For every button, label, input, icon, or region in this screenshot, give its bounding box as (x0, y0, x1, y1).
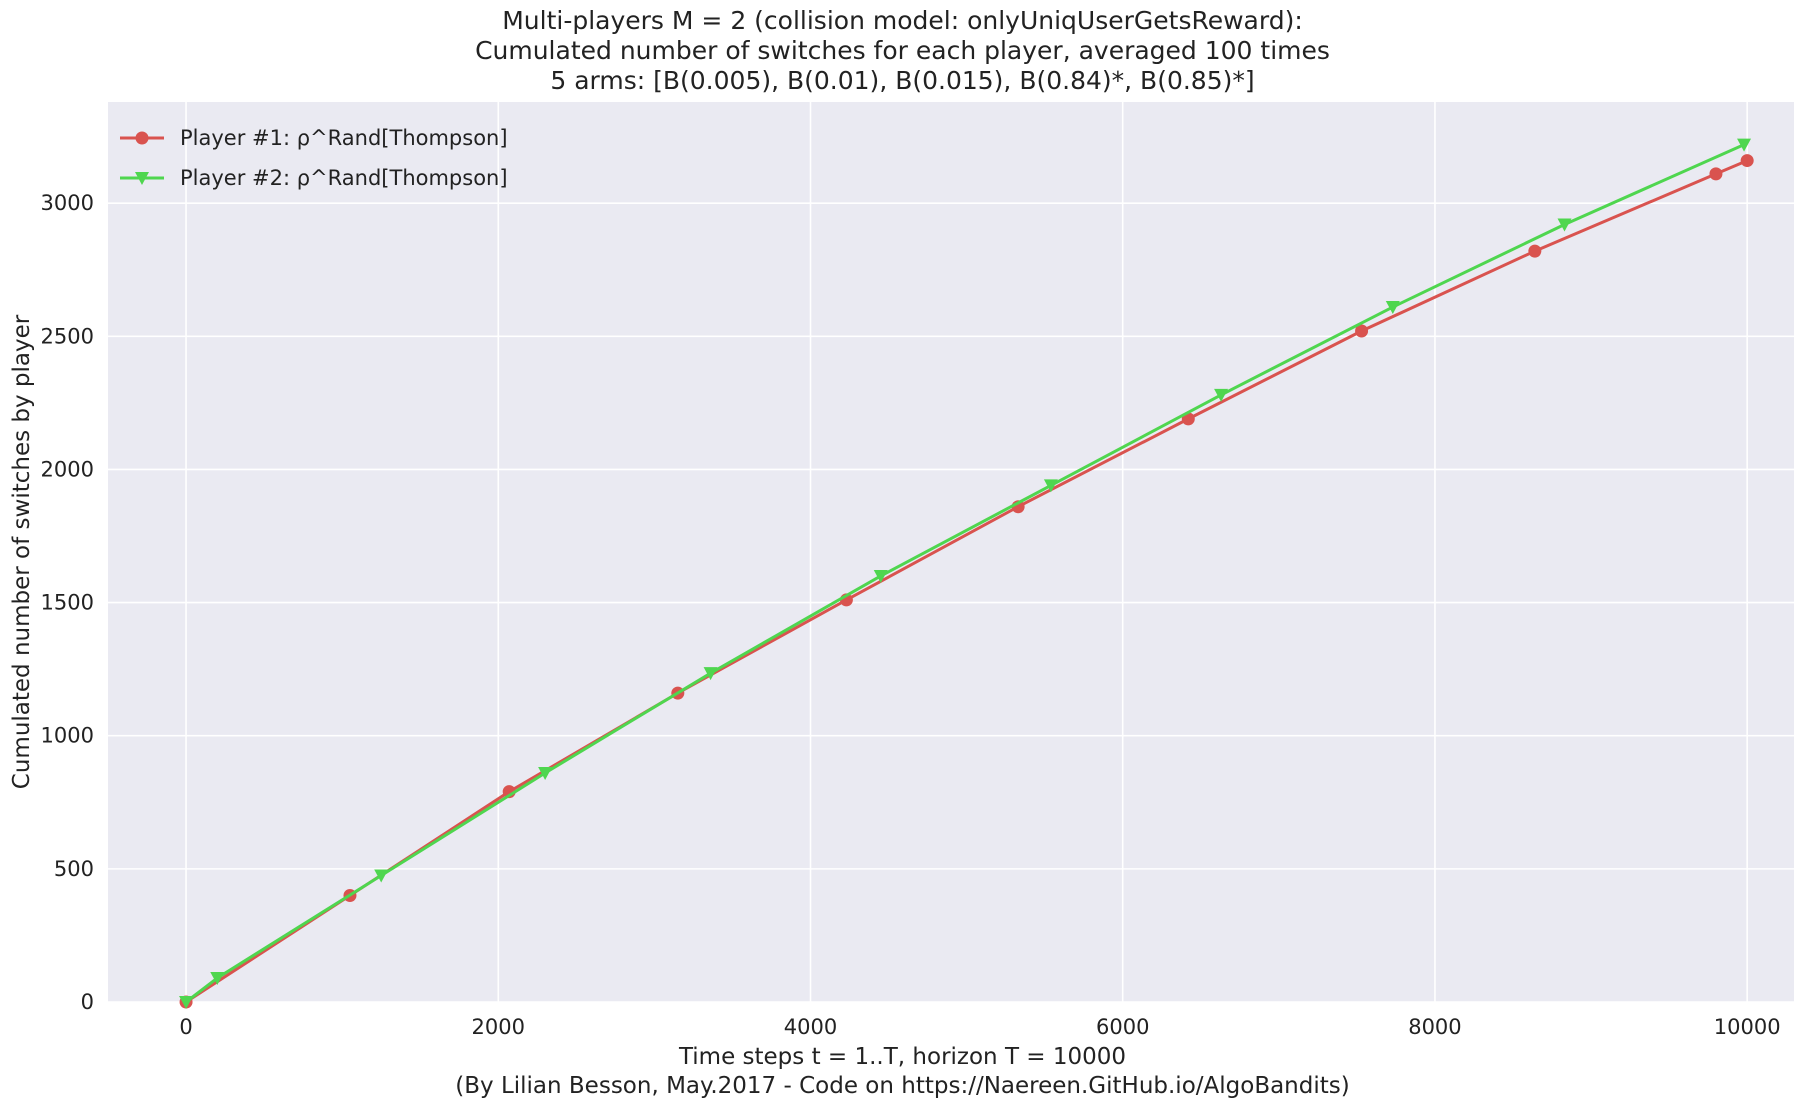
grid-lines (108, 102, 1794, 1003)
chart-title-line-2: Cumulated number of switches for each pl… (475, 36, 1330, 65)
y-tick-label: 500 (54, 857, 94, 881)
data-point (1355, 324, 1369, 338)
data-point (179, 996, 194, 1009)
legend: Player #1: ρ^Rand[Thompson] Player #2: ρ… (118, 118, 508, 198)
legend-marker (135, 172, 149, 185)
footer-credit: (By Lilian Besson, May.2017 - Code on ht… (455, 1073, 1350, 1099)
x-tick-label: 8000 (1408, 1015, 1461, 1039)
legend-label-player-2: Player #2: ρ^Rand[Thompson] (180, 166, 508, 190)
data-point (1740, 154, 1754, 168)
chart-title-line-3: 5 arms: [B(0.005), B(0.01), B(0.015), B(… (550, 66, 1255, 95)
data-point (538, 767, 553, 781)
x-tick-label: 2000 (472, 1015, 525, 1039)
data-point (1214, 388, 1229, 402)
x-tick-label: 4000 (784, 1015, 837, 1039)
data-point (873, 569, 888, 583)
chart-title-line-1: Multi-players M = 2 (collision model: on… (502, 6, 1303, 35)
y-tick-label: 0 (81, 990, 94, 1014)
legend-swatch-player-1 (120, 131, 164, 145)
y-tick-label: 1500 (41, 591, 94, 615)
legend-item-player-1: Player #1: ρ^Rand[Thompson] (118, 118, 508, 158)
data-point (374, 869, 389, 883)
data-point (1557, 218, 1572, 232)
data-point (1709, 167, 1723, 181)
legend-marker (135, 131, 149, 145)
legend-label-player-1: Player #1: ρ^Rand[Thompson] (180, 126, 508, 150)
y-axis-label: Cumulated number of switches by player (9, 314, 35, 790)
x-tick-label: 0 (179, 1015, 192, 1039)
data-point (703, 667, 718, 681)
x-axis-label: Time steps t = 1..T, horizon T = 10000 (678, 1044, 1127, 1070)
y-tick-label: 2000 (41, 457, 94, 481)
series-layer (179, 138, 1754, 1009)
y-tick-label: 2500 (41, 324, 94, 348)
data-point (1043, 479, 1058, 493)
legend-swatch-player-2 (120, 172, 164, 185)
legend-item-player-2: Player #2: ρ^Rand[Thompson] (118, 158, 508, 198)
y-tick-label: 3000 (41, 191, 94, 215)
plot-area (108, 102, 1794, 1002)
data-point (1385, 301, 1400, 315)
tick-labels: 0 2000 4000 6000 8000 10000 0 500 1000 1500 2000 25… (41, 191, 1781, 1039)
data-point (210, 972, 225, 986)
data-point (1737, 138, 1752, 152)
data-point (1528, 244, 1542, 258)
series-player-2 (179, 138, 1752, 1009)
x-tick-label: 10000 (1714, 1015, 1781, 1039)
x-tick-label: 6000 (1096, 1015, 1149, 1039)
y-tick-label: 1000 (41, 724, 94, 748)
